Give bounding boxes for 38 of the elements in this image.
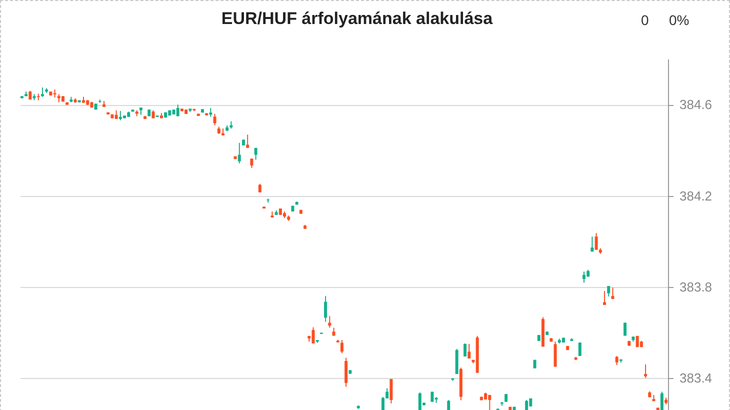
candlestick <box>525 399 528 410</box>
candlestick <box>455 348 458 374</box>
candlestick <box>36 93 40 101</box>
candlestick <box>418 392 422 410</box>
candlestick <box>447 399 450 410</box>
candlestick <box>624 322 627 336</box>
candlestick <box>250 158 254 168</box>
candlestick <box>488 394 492 410</box>
candlestick <box>312 326 315 344</box>
text: 0 <box>641 12 649 28</box>
chart-title: EUR/HUF árfolyamának alakulása <box>221 9 493 28</box>
candlestick <box>390 378 393 404</box>
candlestick <box>578 342 582 356</box>
candlestick <box>340 340 344 354</box>
candlestick <box>213 113 216 126</box>
candlestick <box>464 342 467 357</box>
candlestick <box>344 357 348 388</box>
candlestick <box>246 134 250 148</box>
y-tick-label: 384.6 <box>680 97 712 112</box>
y-tick-label: 383.8 <box>680 279 712 294</box>
candlestick <box>554 341 557 368</box>
y-tick-label: 384.2 <box>680 188 712 204</box>
candlestick <box>40 86 44 98</box>
candlestick <box>328 316 332 328</box>
y-tick-label: 383.4 <box>680 370 712 386</box>
candlestick <box>660 391 664 410</box>
candlestick <box>615 355 618 366</box>
candlestick <box>603 290 606 306</box>
candlestick <box>590 236 594 252</box>
candlestick <box>118 110 122 121</box>
candlestick <box>594 232 598 250</box>
candlestick <box>607 286 610 297</box>
candlestick <box>238 142 241 164</box>
candlestick <box>468 343 471 359</box>
text: 0% <box>669 12 690 28</box>
candlestick <box>324 296 328 322</box>
candlestick <box>582 271 586 284</box>
candlestick <box>644 364 648 378</box>
